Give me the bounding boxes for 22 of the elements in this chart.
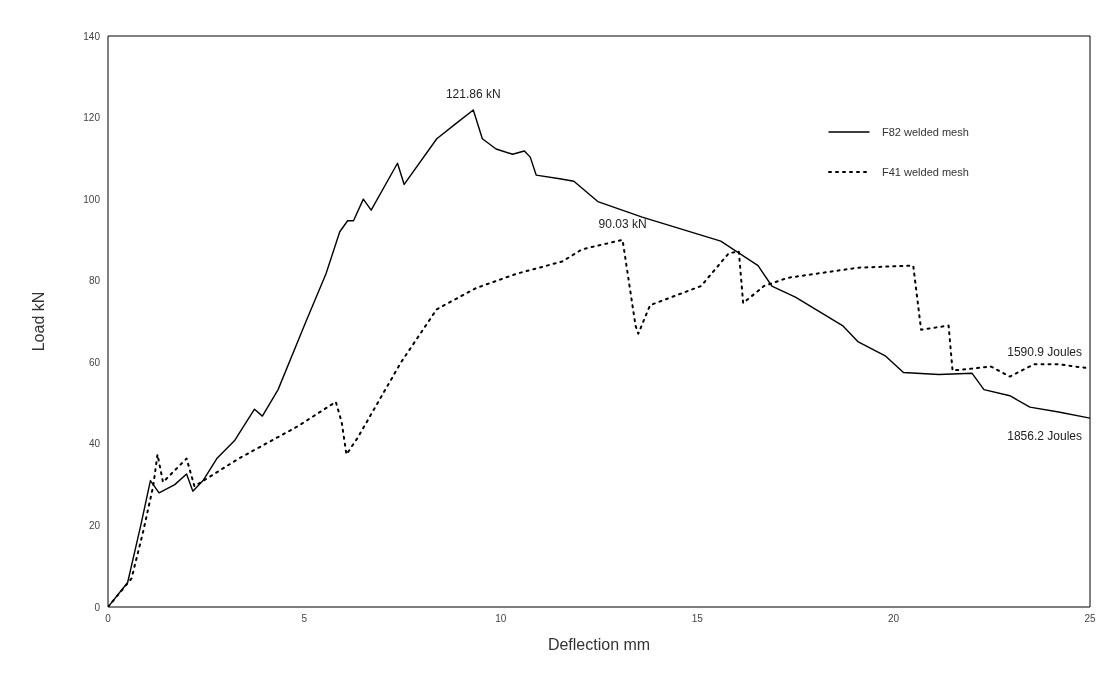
x-tick-label: 10	[495, 613, 507, 625]
x-axis-title: Deflection mm	[547, 636, 651, 653]
annotation: 1856.2 Joules	[1007, 429, 1082, 444]
y-tick-label: 140	[83, 30, 101, 42]
y-tick-label: 80	[88, 275, 101, 287]
y-axis-title: Load kN	[29, 291, 47, 352]
legend-label: F41 welded mesh	[882, 166, 969, 178]
annotation: 1590.9 Joules	[1007, 345, 1082, 360]
x-tick-label: 25	[1084, 613, 1096, 625]
annotation: 121.86 kN	[445, 86, 501, 101]
y-tick-label: 40	[88, 438, 101, 450]
x-tick-label: 15	[691, 613, 704, 625]
y-tick-label: 100	[83, 193, 101, 205]
x-tick-label: 20	[888, 613, 900, 625]
x-tick-label: 5	[301, 613, 308, 625]
annotation: 90.03 kN	[598, 216, 647, 231]
y-tick-label: 60	[88, 356, 101, 368]
y-tick-label: 0	[94, 601, 101, 613]
y-tick-label: 120	[83, 112, 101, 124]
legend-label: F82 welded mesh	[882, 126, 969, 138]
y-tick-label: 20	[88, 519, 101, 531]
x-tick-label: 0	[105, 613, 112, 625]
